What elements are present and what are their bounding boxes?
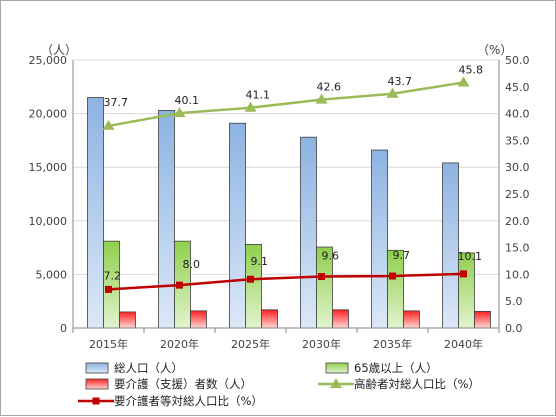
line-marker-square	[318, 273, 325, 281]
line-marker-square	[247, 275, 254, 283]
x-tick-label: 2035年	[373, 337, 412, 351]
line-marker-triangle	[386, 87, 399, 98]
line-marker-square	[176, 281, 183, 289]
data-labels: 37.7 40.1 41.1 42.6 43.7 45.8 7.2 8.0 9.1 9.6 9.7 1…	[104, 64, 484, 283]
right-tick-label: 20.0	[505, 215, 530, 228]
line-marker-triangle	[457, 76, 470, 87]
legend-label: 総人口（人）	[114, 361, 183, 375]
data-label: 45.8	[459, 64, 484, 77]
left-axis-unit: （人）	[41, 43, 77, 57]
x-tick-label: 2030年	[302, 337, 341, 351]
right-axis-unit: （%）	[477, 43, 512, 57]
axes: 0 5,000 10,000 15,000 20,000 25,000 0.0 5.0 10.0…	[29, 54, 530, 351]
right-tick-label: 10.0	[505, 268, 530, 281]
bar-1	[371, 149, 388, 329]
data-label: 43.7	[388, 75, 413, 88]
bar-3	[332, 309, 349, 329]
x-tick-label: 2020年	[160, 337, 199, 351]
legend-swatch	[325, 362, 349, 374]
right-tick-label: 15.0	[505, 242, 530, 255]
data-label: 9.7	[393, 249, 411, 262]
bar-3	[474, 310, 491, 329]
data-label: 37.7	[104, 96, 129, 109]
line-marker-square	[389, 272, 396, 280]
right-tick-label: 50.0	[505, 54, 530, 67]
left-tick-label: 5,000	[36, 268, 68, 281]
bar-1	[229, 122, 246, 329]
left-tick-label: 20,000	[29, 108, 68, 121]
left-tick-label: 10,000	[29, 215, 68, 228]
right-tick-label: 40.0	[505, 108, 530, 121]
bar-1	[87, 97, 104, 329]
bar-1	[158, 109, 175, 329]
data-label: 9.1	[251, 255, 269, 268]
line-marker-triangle	[102, 119, 115, 130]
line-marker-square	[105, 285, 112, 293]
line-marker-triangle	[315, 93, 328, 104]
left-tick-label: 0	[60, 322, 67, 335]
bar-1	[442, 162, 459, 329]
gridlines	[73, 59, 499, 275]
right-tick-label: 5.0	[505, 295, 523, 308]
bar-series	[87, 97, 491, 329]
bar-2	[103, 240, 120, 329]
data-label: 41.1	[246, 89, 271, 102]
data-label: 9.6	[322, 250, 340, 263]
left-tick-label: 15,000	[29, 161, 68, 174]
left-tick-label: 25,000	[29, 54, 68, 67]
legend-label: 65歳以上（人）	[354, 361, 438, 375]
right-tick-label: 25.0	[505, 188, 530, 201]
legend-marker	[92, 397, 100, 405]
line-marker-triangle	[244, 101, 257, 112]
legend-label: 要介護（支援）者数（人）	[114, 377, 252, 391]
bar-3	[261, 309, 278, 329]
right-tick-label: 35.0	[505, 134, 530, 147]
legend-swatch	[85, 378, 109, 390]
right-tick-label: 0.0	[505, 322, 523, 335]
data-label: 8.0	[183, 258, 201, 271]
right-tick-label: 30.0	[505, 161, 530, 174]
legend-label: 高齢者対総人口比（%）	[354, 377, 480, 391]
bar-3	[403, 310, 420, 329]
legend: 総人口（人） 65歳以上（人） 要介護（支援）者数（人） 高齢者対総人口比（%） 要介護…	[78, 361, 480, 408]
bar-3	[119, 311, 136, 329]
data-label: 10.1	[458, 250, 483, 263]
data-label: 7.2	[104, 269, 122, 282]
bar-2	[458, 252, 475, 329]
line-series	[102, 76, 470, 293]
line-series-1	[108, 81, 464, 128]
data-label: 42.6	[317, 81, 342, 94]
data-label: 40.1	[175, 94, 200, 107]
legend-swatch	[85, 362, 109, 374]
x-tick-label: 2040年	[444, 337, 483, 351]
x-tick-label: 2015年	[89, 337, 128, 351]
line-series-2	[108, 272, 464, 291]
legend-label: 要介護者等対総人口比（%）	[114, 394, 263, 408]
x-tick-label: 2025年	[231, 337, 270, 351]
bar-1	[300, 136, 317, 329]
line-marker-triangle	[173, 107, 186, 118]
bar-3	[190, 310, 207, 329]
legend-marker	[330, 378, 342, 388]
line-marker-square	[460, 270, 467, 278]
right-tick-label: 45.0	[505, 81, 530, 94]
